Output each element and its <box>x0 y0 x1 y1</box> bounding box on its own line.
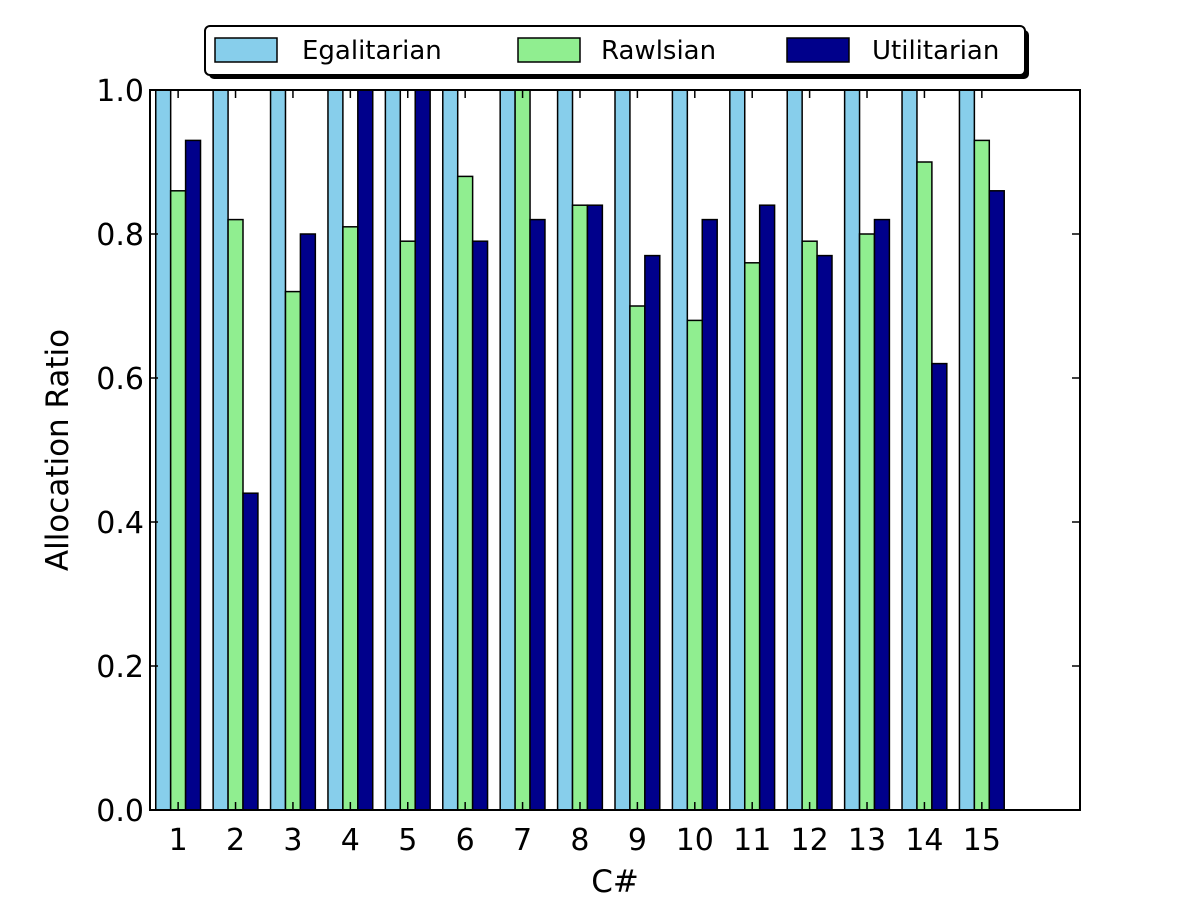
plot-frame <box>149 89 1081 811</box>
x-tick-label: 3 <box>283 823 302 858</box>
y-tick-labels: 0.0 0.2 0.4 0.6 0.8 1.0 <box>96 74 144 829</box>
bar-rawlsian-13 <box>858 233 876 811</box>
x-tick-label: 5 <box>398 823 417 858</box>
x-tick-label: 2 <box>226 823 245 858</box>
bar-utilitarian-1 <box>184 139 202 811</box>
bar-egalitarian-7 <box>499 89 516 811</box>
x-tick-label: 13 <box>848 823 886 858</box>
bar-rawlsian-3 <box>284 290 302 811</box>
legend-swatch-egalitarian <box>214 37 278 63</box>
y-tick-label: 0.0 <box>96 794 144 829</box>
bar-utilitarian-3 <box>299 233 317 811</box>
bar-rawlsian-6 <box>456 175 474 811</box>
bar-utilitarian-10 <box>701 218 718 811</box>
bar-egalitarian-10 <box>671 89 689 811</box>
bar-utilitarian-4 <box>357 89 374 811</box>
bar-utilitarian-8 <box>586 204 604 811</box>
legend-label-utilitarian: Utilitarian <box>872 36 999 66</box>
y-tick-label: 0.6 <box>96 362 144 397</box>
bar-egalitarian-12 <box>786 89 803 811</box>
bar-utilitarian-14 <box>931 362 948 811</box>
y-axis-title: Allocation Ratio <box>40 329 76 571</box>
legend-label-rawlsian: Rawlsian <box>601 36 716 66</box>
bar-rawlsian-15 <box>973 139 991 811</box>
bar-rawlsian-5 <box>399 240 416 811</box>
bar-egalitarian-11 <box>729 89 746 811</box>
bar-utilitarian-7 <box>529 218 546 811</box>
bar-egalitarian-13 <box>843 89 861 811</box>
bar-rawlsian-9 <box>629 305 646 811</box>
bar-utilitarian-11 <box>758 204 776 811</box>
legend-swatch-utilitarian <box>786 37 850 63</box>
bar-rawlsian-8 <box>571 204 589 811</box>
x-tick-label: 7 <box>513 823 532 858</box>
bar-egalitarian-3 <box>269 89 287 811</box>
legend-label-egalitarian: Egalitarian <box>302 36 442 66</box>
bar-rawlsian-14 <box>916 161 933 811</box>
bar-egalitarian-2 <box>212 89 229 811</box>
y-tick-label: 0.4 <box>96 506 144 541</box>
bar-utilitarian-13 <box>873 218 891 811</box>
bar-egalitarian-5 <box>384 89 402 811</box>
x-tick-label: 14 <box>905 823 943 858</box>
bar-egalitarian-6 <box>442 89 459 811</box>
bar-rawlsian-2 <box>227 218 244 811</box>
y-tick-label: 0.2 <box>96 650 144 685</box>
bar-utilitarian-12 <box>816 254 833 811</box>
bar-utilitarian-15 <box>988 190 1005 811</box>
bar-egalitarian-15 <box>958 89 976 811</box>
x-tick-label: 12 <box>791 823 829 858</box>
bar-rawlsian-11 <box>743 262 761 811</box>
bar-egalitarian-9 <box>614 89 631 811</box>
bar-egalitarian-1 <box>154 89 172 811</box>
legend-swatch-rawlsian <box>517 37 581 63</box>
x-tick-label: 11 <box>733 823 771 858</box>
x-tick-label: 1 <box>169 823 188 858</box>
bar-rawlsian-4 <box>342 226 359 811</box>
x-tick-labels: 1 2 3 4 5 6 7 8 9 10 11 12 13 14 15 <box>169 823 1001 858</box>
bar-rawlsian-1 <box>169 190 187 811</box>
bar-rawlsian-12 <box>801 240 818 811</box>
bar-utilitarian-5 <box>414 89 431 811</box>
bar-egalitarian-4 <box>327 89 344 811</box>
bars-group <box>154 89 1005 811</box>
bar-egalitarian-14 <box>901 89 918 811</box>
x-tick-label: 15 <box>963 823 1001 858</box>
x-tick-label: 4 <box>341 823 360 858</box>
y-tick-label: 1.0 <box>96 74 144 109</box>
ticks-group <box>150 89 1080 811</box>
x-tick-label: 8 <box>570 823 589 858</box>
x-tick-label: 6 <box>456 823 475 858</box>
bar-utilitarian-9 <box>644 254 661 811</box>
legend: Egalitarian Rawlsian Utilitarian <box>204 25 1029 79</box>
bar-utilitarian-2 <box>242 492 259 811</box>
x-tick-label: 9 <box>628 823 647 858</box>
bar-utilitarian-6 <box>471 240 489 811</box>
x-tick-label: 10 <box>676 823 714 858</box>
y-tick-label: 0.8 <box>96 218 144 253</box>
bar-rawlsian-7 <box>514 89 531 811</box>
x-axis-title: C# <box>591 864 639 900</box>
bar-egalitarian-8 <box>556 89 574 811</box>
bar-rawlsian-10 <box>686 319 704 811</box>
